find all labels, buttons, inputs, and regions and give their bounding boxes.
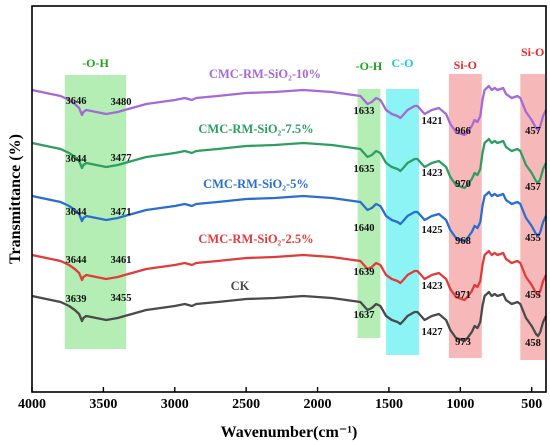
peak-label-2-1: 3471	[111, 207, 132, 218]
x-tick-label-2: 3000	[161, 397, 189, 412]
x-tick-label-3: 2500	[232, 397, 260, 412]
peak-label-0-1: 3480	[111, 97, 132, 108]
peak-label-1-0: 3644	[66, 154, 88, 165]
band-label-3: Si-O	[454, 58, 477, 72]
peak-label-1-2: 1635	[354, 164, 375, 175]
band-4	[520, 74, 545, 360]
x-tick-label-4: 2000	[304, 397, 332, 412]
peak-label-0-0: 3646	[66, 96, 87, 107]
peak-label-0-3: 1421	[422, 116, 443, 127]
peak-label-1-4: 970	[455, 179, 471, 190]
peak-label-3-1: 3461	[111, 255, 132, 266]
y-axis-title: Transmittance (%)	[7, 134, 24, 264]
x-tick-label-7: 500	[521, 397, 542, 412]
peak-label-4-3: 1427	[422, 327, 443, 338]
x-tick-label-1: 3500	[89, 397, 117, 412]
peak-label-0-5: 457	[525, 126, 541, 137]
peak-label-4-1: 3455	[111, 293, 132, 304]
peak-label-3-4: 971	[455, 290, 471, 301]
band-0	[64, 75, 127, 349]
peak-label-2-5: 455	[525, 233, 541, 244]
peak-label-layer: 3646 3480 1633 1421 966 457 3644 3477 1635 1423 97…	[66, 96, 541, 349]
peak-label-4-5: 458	[525, 338, 541, 349]
series-label-2: CMC-RM-SiO₂-5%	[203, 177, 309, 191]
curve-layer	[31, 84, 548, 343]
series-label-1: CMC-RM-SiO₂-7.5%	[198, 122, 313, 136]
x-tick-label-6: 1000	[446, 397, 474, 412]
peak-label-4-0: 3639	[66, 294, 87, 305]
peak-label-2-3: 1425	[422, 225, 443, 236]
band-label-0: -O-H	[82, 56, 109, 70]
band-label-1: -O-H	[356, 59, 383, 73]
spectrum-line-3	[31, 249, 548, 302]
band-label-4: Si-O	[521, 45, 544, 59]
band-label-2: C-O	[392, 56, 414, 70]
peak-label-4-4: 973	[455, 337, 471, 348]
peak-label-0-4: 966	[455, 126, 471, 137]
peak-label-3-0: 3644	[66, 255, 88, 266]
peak-label-2-2: 1640	[354, 223, 375, 234]
series-label-3: CMC-RM-SiO₂-2.5%	[198, 232, 313, 246]
x-tick-label-5: 1500	[375, 397, 403, 412]
series-label-layer: CMC-RM-SiO₂-10% CMC-RM-SiO₂-7.5% CMC-RM-Si…	[198, 67, 321, 293]
x-axis-title: Wavenumber(cm⁻¹)	[221, 424, 358, 441]
spectrum-line-0	[31, 84, 548, 137]
band-1	[357, 89, 381, 338]
peak-label-3-3: 1423	[422, 281, 443, 292]
peak-label-1-3: 1423	[422, 168, 443, 179]
x-tick-label-0: 4000	[18, 397, 46, 412]
series-label-4: CK	[231, 279, 250, 293]
axis-layer: 4000 3500 3000 2500 2000 1500 1000 500	[18, 387, 542, 412]
peak-label-0-2: 1633	[354, 106, 375, 117]
peak-label-3-2: 1639	[354, 267, 375, 278]
peak-label-2-4: 968	[455, 236, 471, 247]
peak-label-3-5: 455	[525, 290, 541, 301]
band-3	[448, 74, 482, 358]
plot-frame	[31, 5, 547, 393]
peak-label-4-2: 1637	[354, 310, 375, 321]
peak-label-2-0: 3644	[66, 207, 88, 218]
spectrum-line-2	[31, 190, 548, 243]
spectrum-line-1	[31, 137, 548, 190]
series-label-0: CMC-RM-SiO₂-10%	[209, 67, 321, 81]
peak-label-1-1: 3477	[111, 153, 132, 164]
spectrum-line-4	[31, 290, 548, 343]
peak-label-1-5: 457	[525, 182, 541, 193]
